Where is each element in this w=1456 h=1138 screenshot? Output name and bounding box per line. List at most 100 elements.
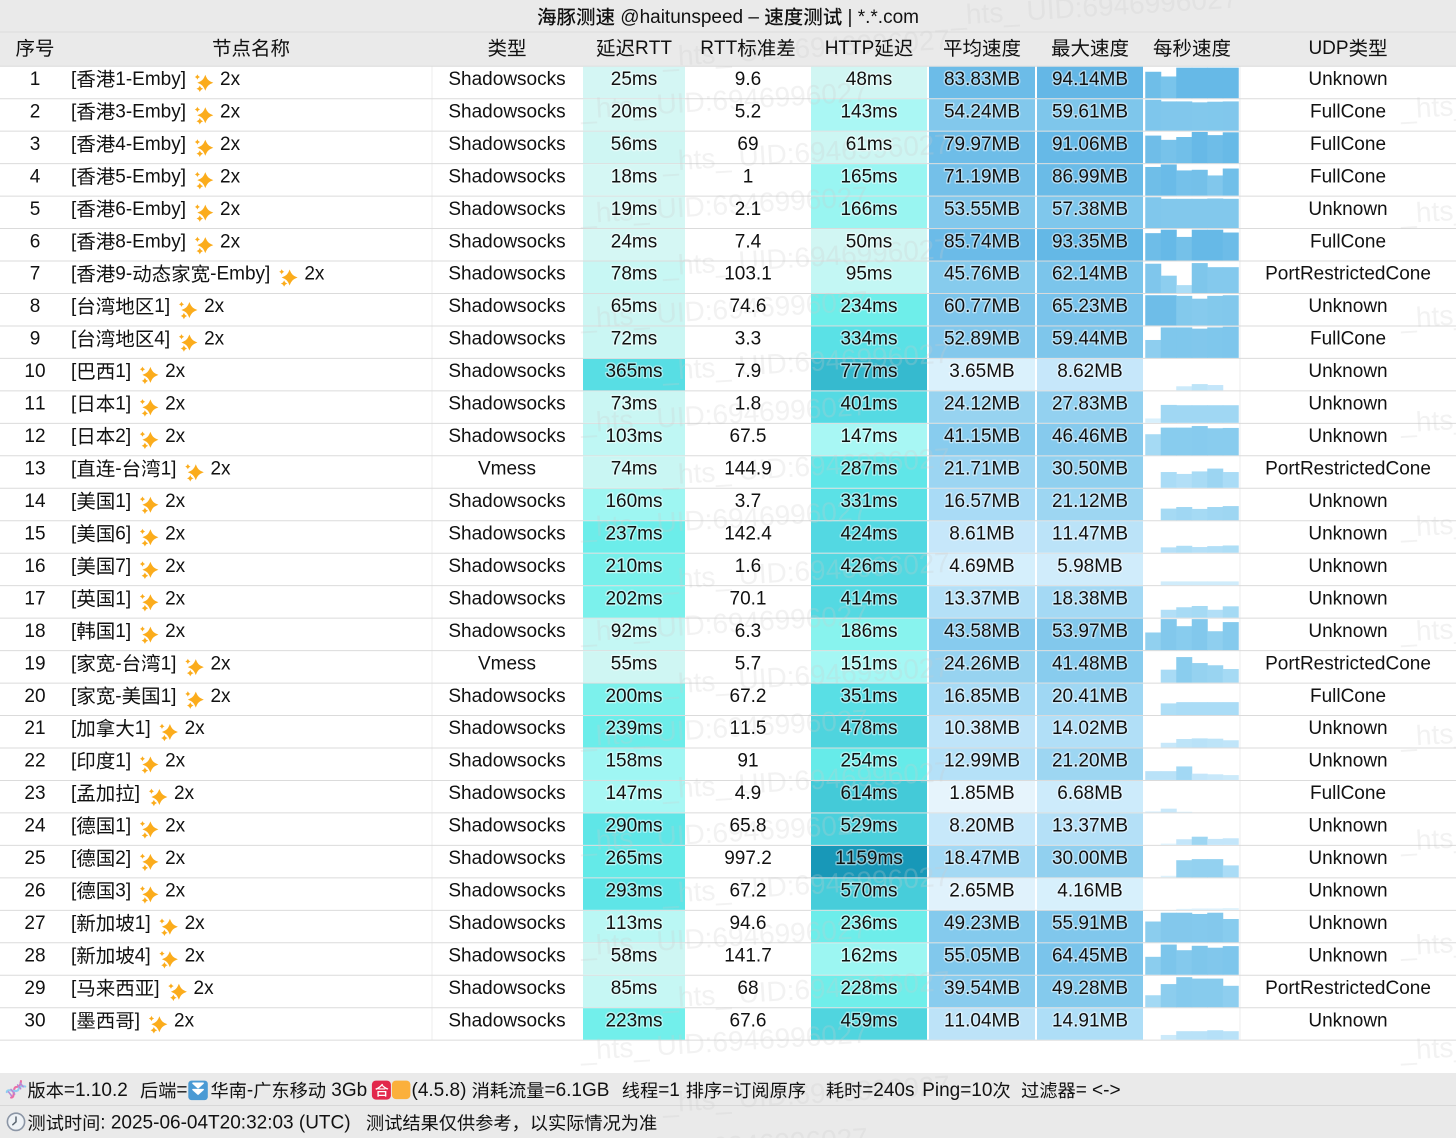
svg-text:[: [ (71, 945, 77, 966)
svg-text:Unknown: Unknown (1308, 199, 1387, 220)
svg-text:7]: 7] (115, 556, 131, 577)
svg-text:239ms: 239ms (605, 718, 662, 739)
svg-text:30.00MB: 30.00MB (1052, 848, 1128, 869)
svg-text:2x: 2x (220, 166, 241, 187)
svg-text:401ms: 401ms (840, 394, 897, 415)
svg-text:4: 4 (30, 166, 41, 187)
svg-text:186ms: 186ms (840, 621, 897, 642)
svg-text:2x: 2x (220, 69, 241, 90)
svg-text:2x: 2x (204, 296, 225, 317)
svg-text:Unknown: Unknown (1308, 718, 1387, 739)
svg-text:FullCone: FullCone (1310, 231, 1386, 252)
svg-text:15: 15 (24, 523, 45, 544)
svg-text:94.14MB: 94.14MB (1052, 69, 1128, 90)
svg-text:16.85MB: 16.85MB (944, 686, 1020, 707)
svg-text:Unknown: Unknown (1308, 296, 1387, 317)
svg-text:7.4: 7.4 (735, 231, 762, 252)
svg-text:]: ] (154, 978, 159, 999)
svg-text:2x: 2x (165, 588, 186, 609)
svg-text:=240s: =240s (862, 1080, 914, 1101)
svg-text:1]: 1] (115, 751, 131, 772)
svg-text:]: ] (135, 783, 140, 804)
svg-text:2x: 2x (165, 523, 186, 544)
svg-text:56ms: 56ms (611, 134, 657, 155)
svg-text:1]: 1] (161, 459, 177, 480)
svg-text:91: 91 (737, 751, 758, 772)
svg-text:26: 26 (24, 881, 45, 902)
svg-text:94.6: 94.6 (730, 913, 767, 934)
svg-text:20.41MB: 20.41MB (1052, 686, 1128, 707)
svg-text:2x: 2x (165, 361, 186, 382)
svg-text:27.83MB: 27.83MB (1052, 394, 1128, 415)
svg-text:236ms: 236ms (840, 913, 897, 934)
svg-text:4-Emby]: 4-Emby] (115, 134, 186, 155)
svg-text:12: 12 (24, 426, 45, 447)
svg-text:14.91MB: 14.91MB (1052, 1010, 1128, 1031)
svg-text:Shadowsocks: Shadowsocks (448, 101, 565, 122)
svg-text:1: 1 (30, 69, 41, 90)
svg-text:Shadowsocks: Shadowsocks (448, 361, 565, 382)
svg-text:-Emby]: -Emby] (210, 264, 270, 285)
svg-text:24: 24 (24, 816, 46, 837)
svg-text:6: 6 (30, 231, 41, 252)
svg-text:614ms: 614ms (840, 783, 897, 804)
svg-text:3]: 3] (115, 881, 131, 902)
svg-text:3.3: 3.3 (735, 329, 761, 350)
svg-text:[: [ (71, 653, 77, 674)
svg-text:570ms: 570ms (840, 881, 897, 902)
svg-text:[: [ (71, 848, 77, 869)
svg-text:21.12MB: 21.12MB (1052, 491, 1128, 512)
svg-text:2x: 2x (165, 751, 186, 772)
svg-text:[: [ (71, 978, 77, 999)
svg-text:478ms: 478ms (840, 718, 897, 739)
svg-text:92ms: 92ms (611, 621, 657, 642)
svg-text:2x: 2x (165, 848, 186, 869)
svg-text:1]: 1] (135, 913, 151, 934)
svg-text:2x: 2x (220, 231, 241, 252)
svg-text:FullCone: FullCone (1310, 134, 1386, 155)
svg-text:50ms: 50ms (846, 231, 892, 252)
svg-text:2]: 2] (115, 426, 131, 447)
svg-text:24.26MB: 24.26MB (944, 653, 1020, 674)
svg-text:2x: 2x (210, 686, 231, 707)
svg-text:25: 25 (24, 848, 45, 869)
svg-text:67.2: 67.2 (730, 881, 767, 902)
svg-text:46.46MB: 46.46MB (1052, 426, 1128, 447)
svg-text:365ms: 365ms (605, 361, 662, 382)
svg-text:141.7: 141.7 (724, 945, 772, 966)
svg-text:Unknown: Unknown (1308, 426, 1387, 447)
svg-text:265ms: 265ms (605, 848, 662, 869)
svg-text:Shadowsocks: Shadowsocks (448, 913, 565, 934)
svg-text:=6.1GB: =6.1GB (544, 1080, 609, 1101)
svg-text:4.9: 4.9 (735, 783, 761, 804)
svg-text:237ms: 237ms (605, 523, 662, 544)
svg-text:23: 23 (24, 783, 45, 804)
svg-text:Unknown: Unknown (1308, 361, 1387, 382)
svg-text:74ms: 74ms (611, 459, 657, 480)
svg-text:8-Emby]: 8-Emby] (115, 231, 186, 252)
svg-text:Shadowsocks: Shadowsocks (448, 426, 565, 447)
svg-text:2x: 2x (220, 101, 241, 122)
svg-text:PortRestrictedCone: PortRestrictedCone (1265, 264, 1431, 285)
svg-text:2x: 2x (165, 491, 186, 512)
svg-text:22: 22 (24, 751, 45, 772)
svg-text:5.98MB: 5.98MB (1057, 556, 1122, 577)
svg-text:200ms: 200ms (605, 686, 662, 707)
svg-text:=: = (722, 1080, 733, 1101)
svg-text:Unknown: Unknown (1308, 848, 1387, 869)
svg-text:Shadowsocks: Shadowsocks (448, 945, 565, 966)
svg-text:UDP: UDP (1308, 38, 1348, 59)
svg-text:FullCone: FullCone (1310, 329, 1386, 350)
svg-text:[: [ (71, 621, 77, 642)
svg-text:1]: 1] (115, 816, 131, 837)
svg-text:79.97MB: 79.97MB (944, 134, 1020, 155)
svg-text:459ms: 459ms (840, 1010, 897, 1031)
svg-text:2x: 2x (185, 913, 206, 934)
svg-text:2x: 2x (185, 718, 206, 739)
svg-text:[: [ (71, 394, 77, 415)
svg-text:Shadowsocks: Shadowsocks (448, 881, 565, 902)
svg-text:70.1: 70.1 (730, 588, 767, 609)
svg-text:5.7: 5.7 (735, 653, 761, 674)
svg-text:2x: 2x (165, 621, 186, 642)
svg-text:351ms: 351ms (840, 686, 897, 707)
